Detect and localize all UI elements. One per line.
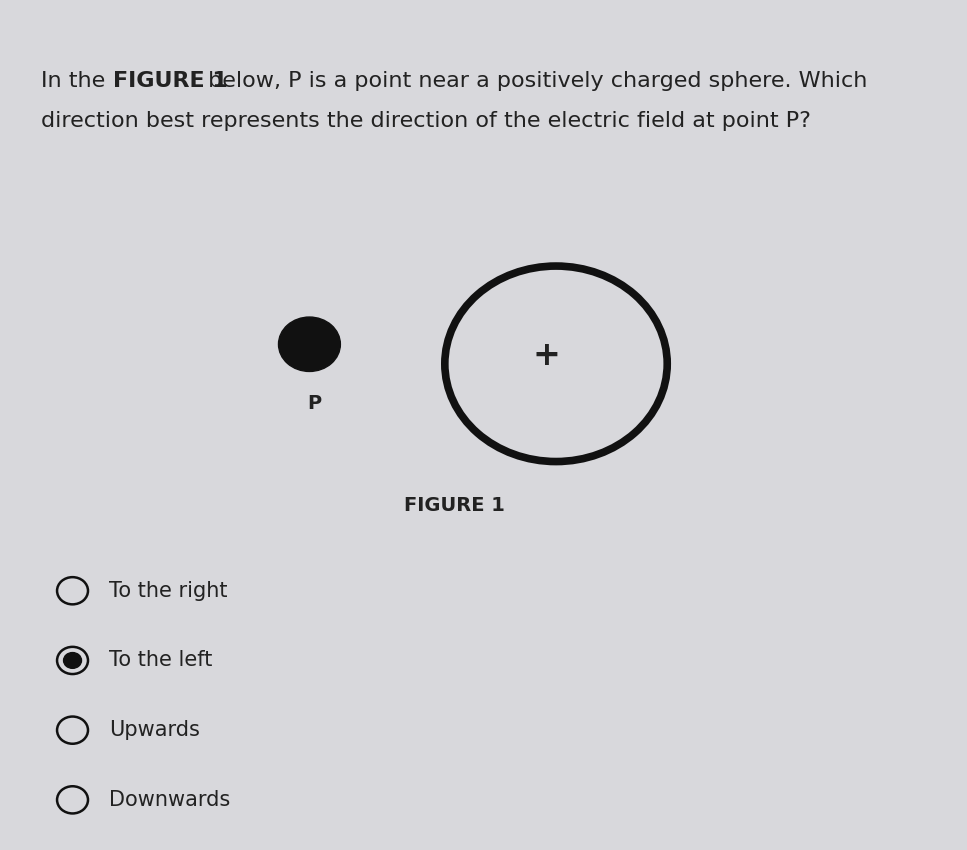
Text: Downwards: Downwards: [109, 790, 230, 810]
Text: To the left: To the left: [109, 650, 213, 671]
Circle shape: [64, 653, 81, 668]
Text: In the: In the: [41, 71, 112, 91]
Text: direction best represents the direction of the electric field at point P?: direction best represents the direction …: [41, 110, 810, 131]
Text: P: P: [308, 394, 321, 413]
Text: FIGURE 1: FIGURE 1: [404, 496, 505, 515]
Text: Upwards: Upwards: [109, 720, 200, 740]
Text: below, P is a point near a positively charged sphere. Which: below, P is a point near a positively ch…: [201, 71, 867, 91]
Circle shape: [278, 317, 340, 371]
Text: To the right: To the right: [109, 581, 228, 601]
Text: FIGURE 1: FIGURE 1: [113, 71, 228, 91]
Text: +: +: [533, 339, 560, 371]
